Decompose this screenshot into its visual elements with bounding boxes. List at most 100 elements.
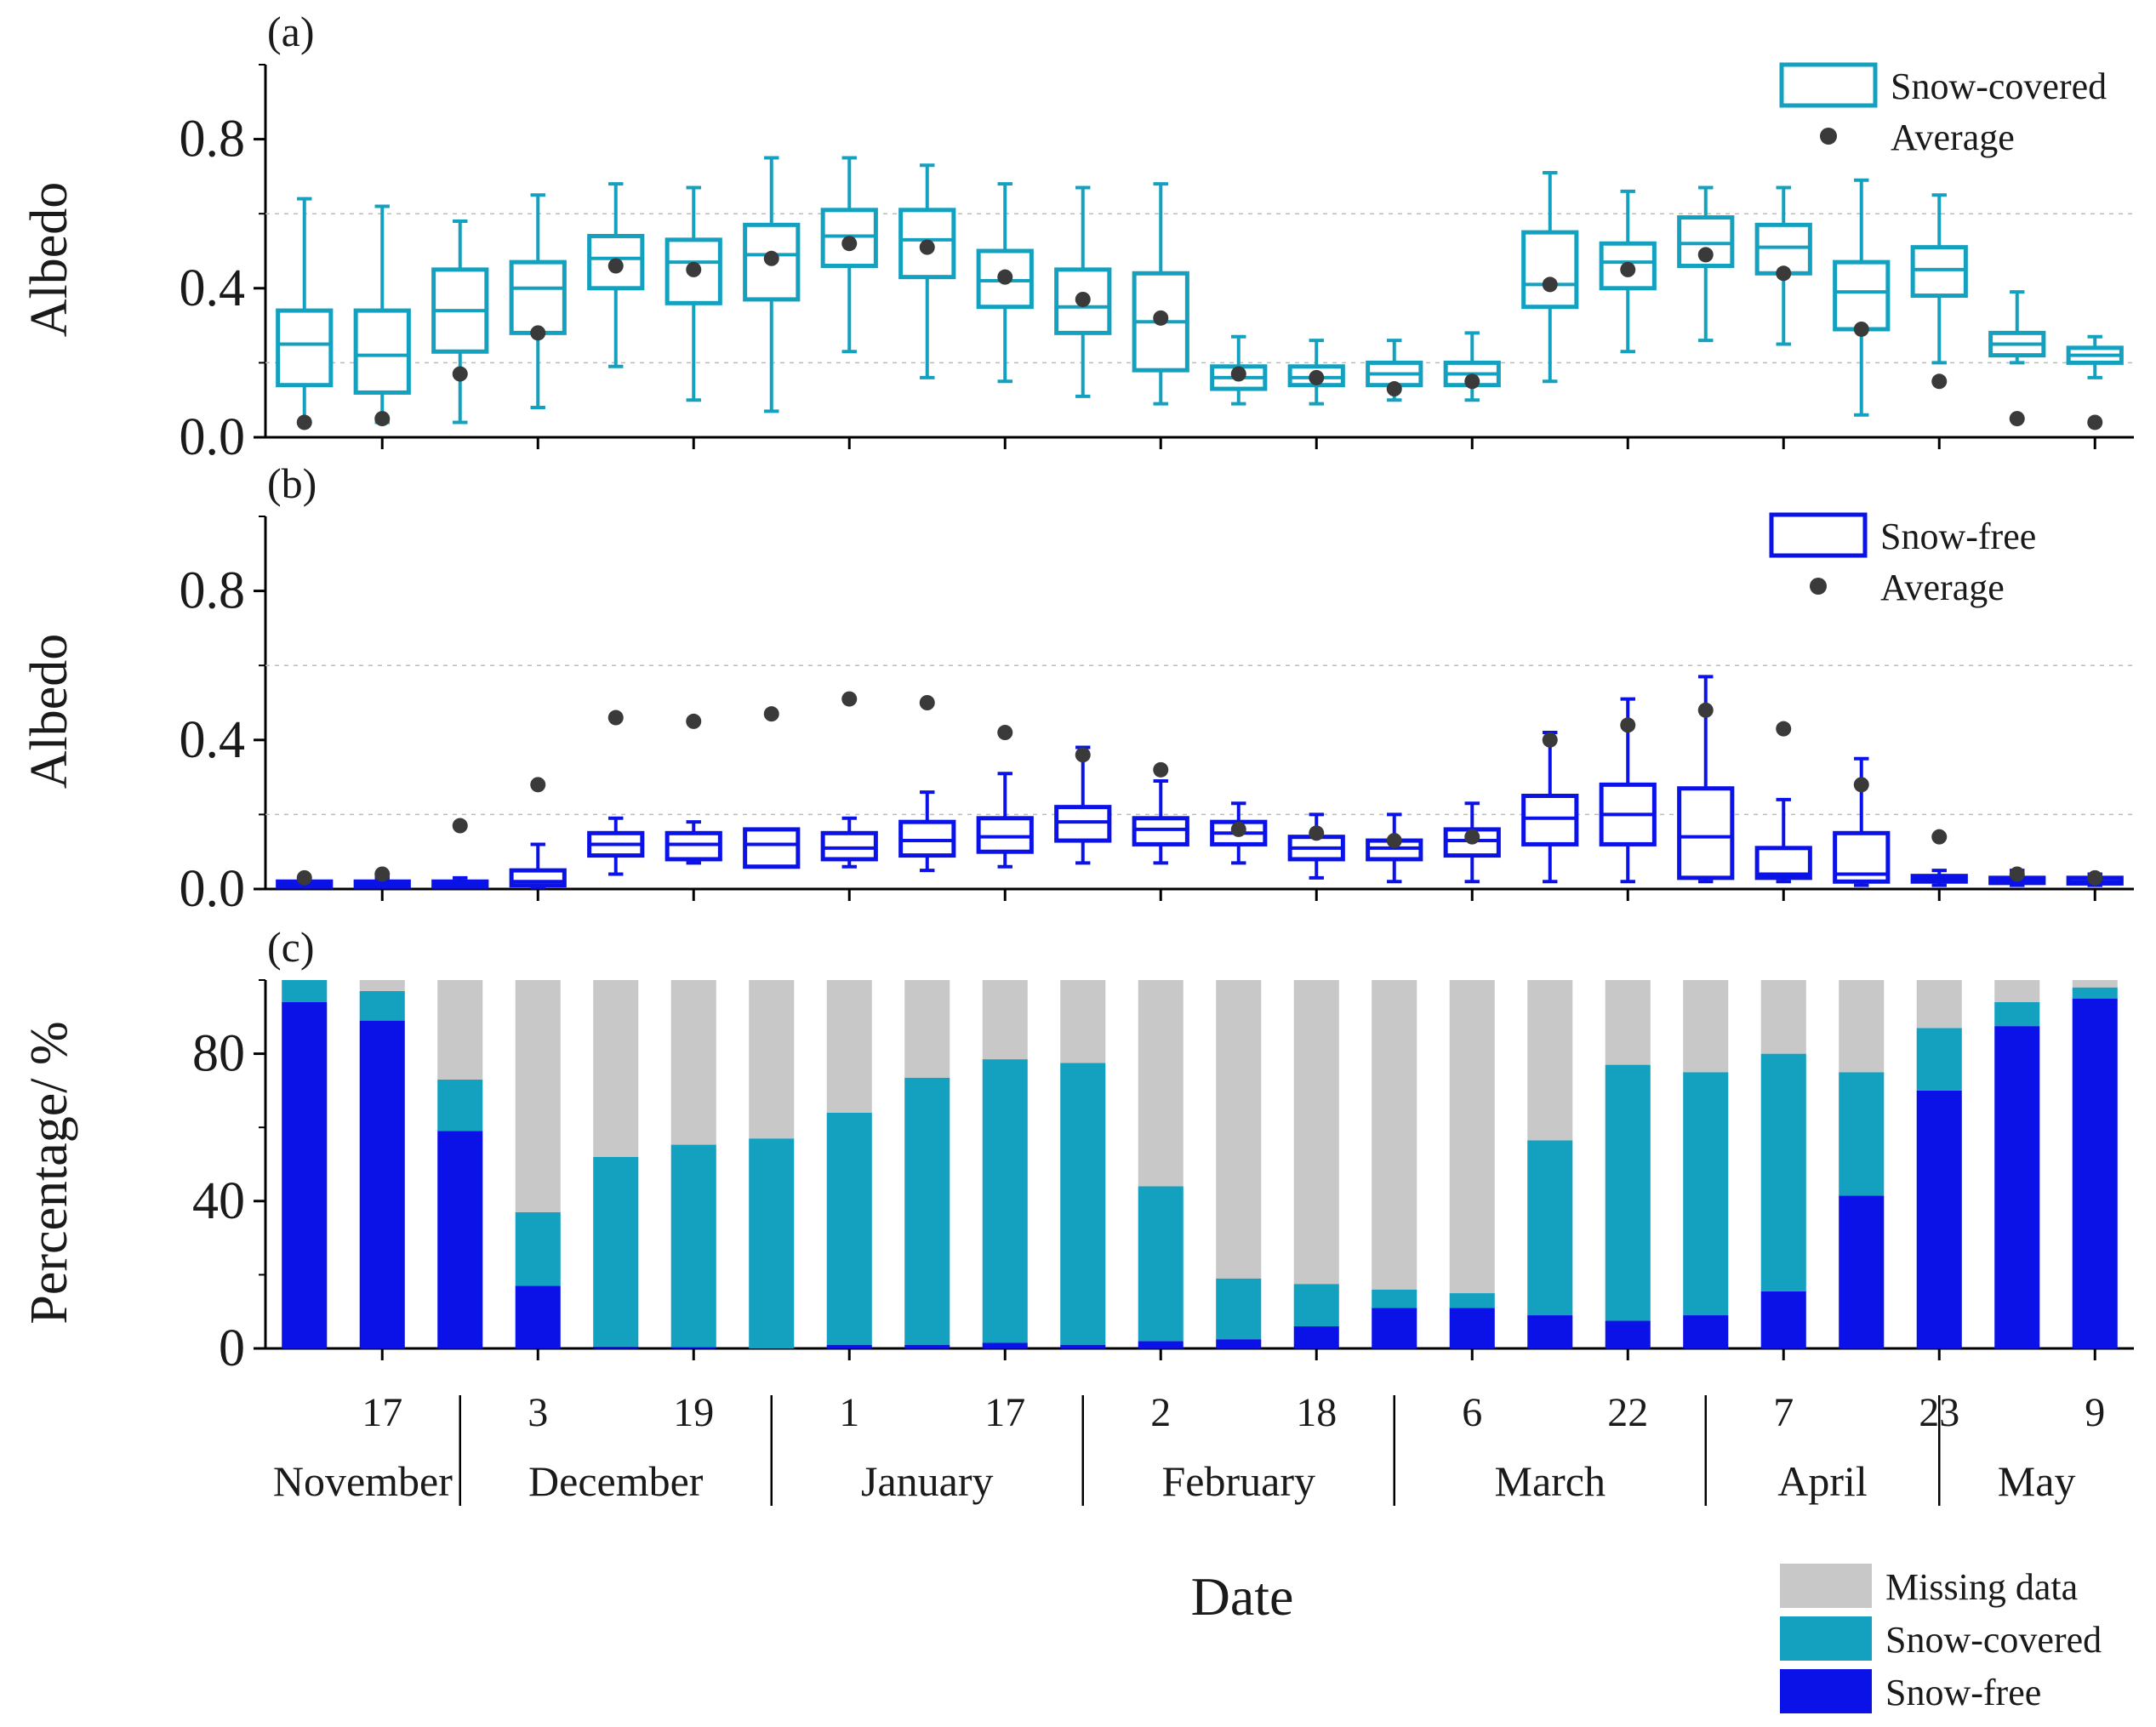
- bar-snow-free: [1760, 1291, 1806, 1348]
- average-point: [763, 706, 779, 722]
- average-point: [1620, 717, 1636, 733]
- box-iqr: [1054, 805, 1112, 843]
- y-tick-label: 40: [192, 1172, 245, 1230]
- box-20: [1754, 185, 1812, 346]
- bar-missing-data: [1527, 980, 1573, 1141]
- bar-snow-free: [1216, 1339, 1262, 1348]
- average-point: [1697, 702, 1714, 718]
- box-21: [1833, 756, 1891, 887]
- legend-b: Snow-free Average: [1769, 512, 2036, 608]
- y-tick-label: 80: [192, 1025, 245, 1083]
- average-point: [919, 695, 935, 710]
- x-axis-title: Date: [1191, 1566, 1294, 1627]
- bar-snow-free: [1372, 1308, 1417, 1348]
- month-label: February: [1162, 1457, 1316, 1505]
- average-point: [607, 258, 624, 274]
- box-9: [898, 695, 956, 873]
- x-tick-label: 6: [1462, 1390, 1482, 1435]
- average-point: [1776, 721, 1792, 737]
- legend-label: Missing data: [1885, 1566, 2078, 1608]
- y-tick-label: 0.8: [180, 562, 246, 620]
- box-iqr: [1521, 794, 1579, 846]
- box-2: [353, 866, 411, 889]
- y-tick-label: 0: [219, 1319, 245, 1377]
- box-3: [431, 219, 489, 425]
- bar-snow-covered: [670, 1144, 716, 1348]
- average-point: [841, 236, 858, 252]
- bar-missing-data: [904, 980, 950, 1078]
- average-point: [2009, 411, 2025, 427]
- box-iqr: [1521, 230, 1579, 310]
- box-15: [1366, 339, 1423, 402]
- box-17: [1521, 731, 1579, 884]
- box-iqr: [353, 308, 411, 395]
- box-7: [743, 156, 801, 413]
- bar-missing-data: [1683, 980, 1729, 1073]
- average-point: [1153, 761, 1169, 778]
- box-10: [976, 182, 1034, 384]
- bar-snow-covered: [359, 990, 405, 1021]
- average-point: [1230, 366, 1246, 382]
- box-iqr: [898, 819, 956, 858]
- box-12: [1132, 761, 1189, 865]
- bar-snow-free: [1449, 1308, 1495, 1348]
- bar-snow-covered: [749, 1138, 795, 1348]
- bar-snow-free: [826, 1344, 872, 1348]
- bar-snow-covered: [1138, 1186, 1184, 1342]
- box-6: [664, 185, 722, 402]
- box-11: [1054, 745, 1112, 865]
- legend-average-marker: [1820, 128, 1837, 145]
- bar-missing-data: [982, 980, 1028, 1060]
- bar-snow-covered: [2072, 987, 2118, 999]
- box-iqr: [976, 816, 1034, 854]
- average-point: [1309, 825, 1325, 841]
- bar-snow-free: [1605, 1320, 1651, 1348]
- bar-snow-free: [1527, 1315, 1573, 1348]
- box-18: [1599, 697, 1657, 884]
- average-point: [2087, 869, 2103, 886]
- average-point: [452, 366, 468, 382]
- panel-label: (c): [267, 923, 315, 971]
- legend-swatch: [1780, 1616, 1872, 1661]
- bar-missing-data: [359, 980, 405, 991]
- box-iqr: [743, 827, 801, 869]
- month-label: May: [1998, 1457, 2076, 1505]
- average-point: [763, 250, 779, 266]
- average-point: [1931, 373, 1948, 390]
- bar-snow-free: [515, 1285, 561, 1348]
- average-point: [1542, 732, 1558, 748]
- bar-missing-data: [593, 980, 639, 1157]
- bar-missing-data: [515, 980, 561, 1212]
- bar-snow-free: [2072, 998, 2118, 1348]
- panel-label: (b): [267, 459, 317, 507]
- box-iqr: [1833, 259, 1891, 332]
- bar-snow-free: [437, 1131, 483, 1348]
- bar-snow-covered: [1916, 1028, 1962, 1091]
- bar-snow-free: [282, 1001, 328, 1348]
- x-tick-label: 22: [1607, 1390, 1648, 1435]
- box-iqr: [276, 308, 334, 388]
- average-point: [686, 713, 702, 729]
- average-point: [1931, 829, 1948, 845]
- bar-missing-data: [437, 980, 483, 1080]
- month-label: March: [1495, 1457, 1606, 1505]
- average-point: [1464, 829, 1480, 845]
- legend-box-label: Snow-free: [1880, 516, 2036, 557]
- box-15: [1366, 812, 1423, 884]
- x-tick-label: 17: [362, 1390, 402, 1435]
- average-point: [374, 866, 391, 882]
- box-24: [2066, 334, 2124, 430]
- box-6: [664, 713, 722, 865]
- month-label: April: [1777, 1457, 1868, 1505]
- average-point: [1309, 369, 1325, 385]
- bar-missing-data: [1372, 980, 1417, 1290]
- box-iqr: [1132, 816, 1189, 846]
- average-point: [2087, 414, 2103, 430]
- box-3: [431, 818, 489, 889]
- legend-box-swatch: [1769, 512, 1868, 558]
- x-tick-label: 3: [528, 1390, 548, 1435]
- bar-missing-data: [1605, 980, 1651, 1065]
- x-tick-label: 9: [2085, 1390, 2105, 1435]
- x-tick-label: 17: [984, 1390, 1025, 1435]
- average-point: [686, 261, 702, 277]
